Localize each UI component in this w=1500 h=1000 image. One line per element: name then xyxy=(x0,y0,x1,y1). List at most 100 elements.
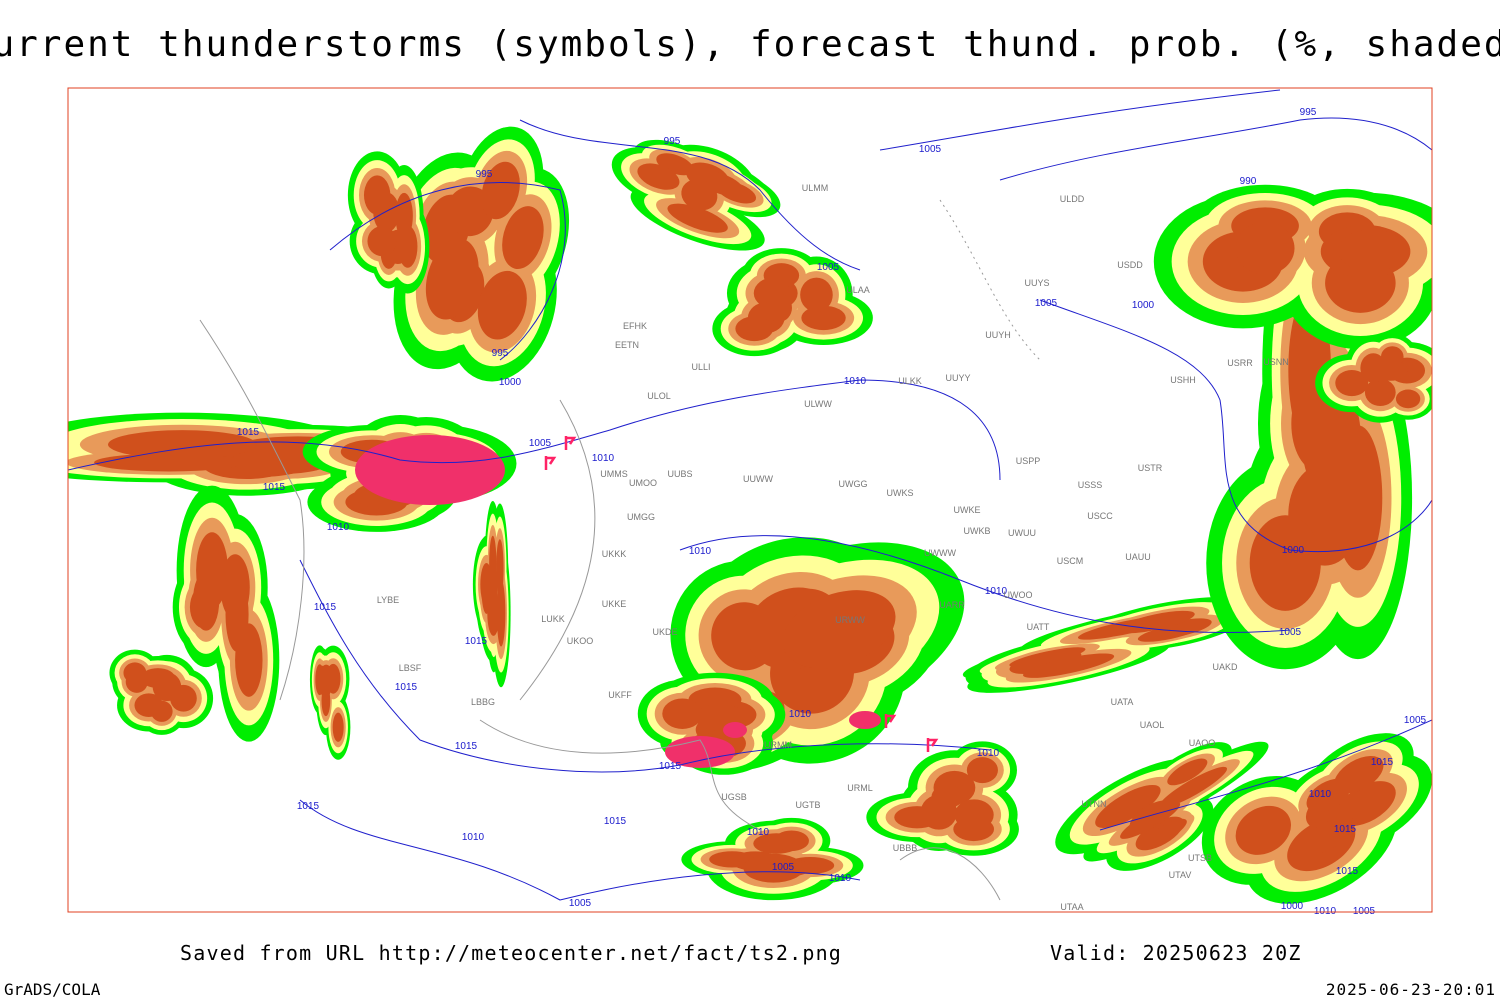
shade-blob xyxy=(1009,650,1082,674)
station-label: UWUU xyxy=(1008,528,1036,538)
shade-blob xyxy=(1395,389,1421,409)
isobar-label: 1005 xyxy=(529,438,552,449)
thunderstorm-symbols xyxy=(544,436,939,752)
shade-blob xyxy=(782,590,896,669)
station-label: UMGG xyxy=(627,512,655,522)
isobar-label: 1015 xyxy=(659,761,682,772)
station-label: EFHK xyxy=(623,321,647,331)
station-label: UWKB xyxy=(964,526,991,536)
shade-blob xyxy=(152,672,182,702)
station-label: UWOO xyxy=(1004,590,1033,600)
isobar-label: 1010 xyxy=(789,709,812,720)
shade-blob xyxy=(800,277,833,313)
isobar-label: 995 xyxy=(476,169,493,180)
station-label: UMMS xyxy=(600,469,628,479)
isobar-label: 1005 xyxy=(569,898,592,909)
station-label: LUKK xyxy=(541,614,565,624)
isobar-label: 1010 xyxy=(829,873,852,884)
isobar-label: 1005 xyxy=(1279,627,1302,638)
station-label: EETN xyxy=(615,340,639,350)
shade-blob xyxy=(1159,766,1228,808)
station-label: UWKS xyxy=(887,488,914,498)
station-label: UUYS xyxy=(1024,278,1049,288)
station-label: ULAA xyxy=(846,285,870,295)
station-label: UTNN xyxy=(1082,799,1107,809)
station-label: UAOO xyxy=(1189,738,1216,748)
timestamp: 2025-06-23-20:01 xyxy=(1326,980,1496,999)
shade-blob xyxy=(1334,756,1384,794)
isobar-label: 1010 xyxy=(747,827,770,838)
isobars xyxy=(68,89,1432,901)
station-label: USCM xyxy=(1057,556,1084,566)
station-label: URWW xyxy=(835,615,865,625)
shade-blob xyxy=(1235,805,1292,855)
shade-blob xyxy=(1023,653,1115,678)
shade-blob xyxy=(1335,369,1369,397)
shade-blob xyxy=(954,799,994,831)
isobar-label: 995 xyxy=(1300,107,1317,118)
storm-area xyxy=(849,711,881,729)
shade-blob xyxy=(637,163,680,190)
shade-blob xyxy=(94,453,244,472)
isobar-label: 1015 xyxy=(604,816,627,827)
shade-blob xyxy=(1147,818,1187,845)
shade-blob xyxy=(1137,623,1202,642)
station-label: ULLI xyxy=(691,362,710,372)
station-label: UKKK xyxy=(602,549,627,559)
station-label: UWGG xyxy=(839,479,868,489)
map-frame xyxy=(67,87,1433,913)
station-label: UGSB xyxy=(721,792,747,802)
isobar-label: 1015 xyxy=(1336,866,1359,877)
shade-blob xyxy=(763,263,800,288)
station-label: USSS xyxy=(1078,480,1103,490)
shade-blob xyxy=(696,170,744,197)
software: GrADS/COLA xyxy=(4,980,101,999)
station-label: UAOL xyxy=(1140,720,1165,730)
storm-area xyxy=(723,722,747,738)
shade-blob xyxy=(681,179,718,211)
station-label: ULOL xyxy=(647,391,671,401)
station-label: USCC xyxy=(1087,511,1113,521)
shade-blob xyxy=(134,693,164,718)
isobar-label: 1015 xyxy=(263,482,286,493)
shade-blob xyxy=(425,238,479,320)
shade-blob xyxy=(1364,378,1396,407)
isobar-label: 1015 xyxy=(297,801,320,812)
isobar-label: 1000 xyxy=(1282,545,1305,556)
station-label: UWKE xyxy=(954,505,981,515)
station-label: URML xyxy=(847,783,873,793)
station-label: ULKK xyxy=(898,376,922,386)
shade-blob xyxy=(1249,515,1321,611)
isobar-label: 1015 xyxy=(237,427,260,438)
shade-blob xyxy=(1117,610,1195,634)
station-label: UARR xyxy=(939,600,965,610)
shade-blob xyxy=(1333,425,1383,571)
station-label: USHH xyxy=(1170,375,1196,385)
shade-blob xyxy=(1299,816,1356,856)
shade-blob xyxy=(367,226,397,257)
shade-blob xyxy=(107,430,257,459)
isobar-label: 1010 xyxy=(844,376,867,387)
isobar-label: 1000 xyxy=(1132,300,1155,311)
station-label: UBBB xyxy=(893,843,918,853)
station-label: UAKD xyxy=(1212,662,1238,672)
isobar-label: 1010 xyxy=(592,453,615,464)
shade-blob xyxy=(743,853,804,883)
station-label: UTSB xyxy=(1188,853,1212,863)
shade-blob xyxy=(894,806,940,829)
isobar-label: 1000 xyxy=(1281,901,1304,912)
shade-blob xyxy=(774,830,809,852)
shade-blob xyxy=(321,685,331,717)
station-label: USRR xyxy=(1227,358,1253,368)
shade-blob xyxy=(496,539,504,598)
shade-blob xyxy=(801,305,846,331)
shade-blob xyxy=(332,712,344,742)
station-label: UUWW xyxy=(743,474,773,484)
shade-blob xyxy=(662,698,703,729)
isobar-label: 1010 xyxy=(985,586,1008,597)
station-label: UUYH xyxy=(985,330,1011,340)
station-label: UWWW xyxy=(924,548,956,558)
shade-blob xyxy=(502,206,544,269)
shade-blob xyxy=(1337,229,1407,272)
